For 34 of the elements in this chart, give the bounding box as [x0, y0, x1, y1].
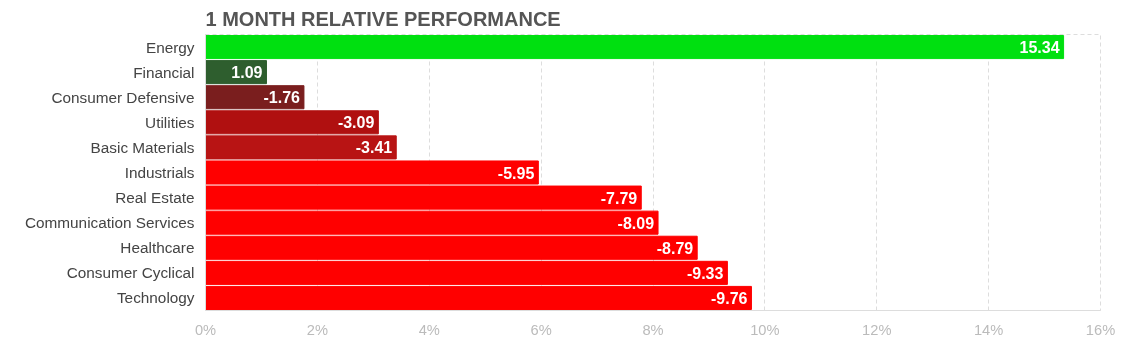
x-tick-label: 0% — [194, 321, 217, 338]
y-tick-label: Real Estate — [115, 189, 195, 207]
annotation: -3.41 — [355, 139, 393, 157]
y-tick-label: Healthcare — [120, 239, 195, 257]
y-tick-label: Consumer Cyclical — [66, 264, 195, 282]
annotation: -5.95 — [497, 164, 535, 182]
annotation: -8.79 — [656, 239, 694, 257]
y-tick-label: Industrials — [124, 164, 195, 181]
annotation: -1.76 — [263, 89, 301, 107]
x-tick-label: 4% — [418, 321, 440, 338]
bar — [205, 85, 305, 110]
x-tick-label: 2% — [306, 321, 328, 338]
y-tick-label: Utilities — [145, 113, 195, 131]
x-tick-label: 14% — [973, 321, 1004, 338]
x-tick-label: 10% — [750, 321, 780, 338]
x-tick-label: 8% — [642, 321, 664, 338]
annotation: -8.09 — [617, 214, 655, 232]
annotation: -9.33 — [686, 264, 724, 282]
y-tick-label: Consumer Defensive — [51, 88, 195, 106]
y-tick-label: Communication Services — [24, 214, 195, 232]
annotation: -7.79 — [600, 189, 638, 207]
y-tick-label: Basic Materials — [90, 138, 195, 156]
y-tick-label: Financial — [133, 63, 195, 81]
bar — [205, 35, 1065, 60]
y-tick-label: Energy — [145, 38, 195, 56]
x-tick-label: 12% — [862, 321, 892, 338]
annotation: 1.09 — [231, 64, 263, 82]
y-tick-label: Technology — [116, 289, 195, 307]
annotation: 15.34 — [1019, 39, 1060, 57]
x-tick-label: 16% — [1085, 321, 1116, 338]
x-tick-label: 6% — [530, 321, 552, 338]
annotation: -9.76 — [710, 289, 748, 307]
annotation: -3.09 — [337, 114, 375, 132]
chart-title: 1 MONTH RELATIVE PERFORMANCE — [205, 7, 561, 30]
